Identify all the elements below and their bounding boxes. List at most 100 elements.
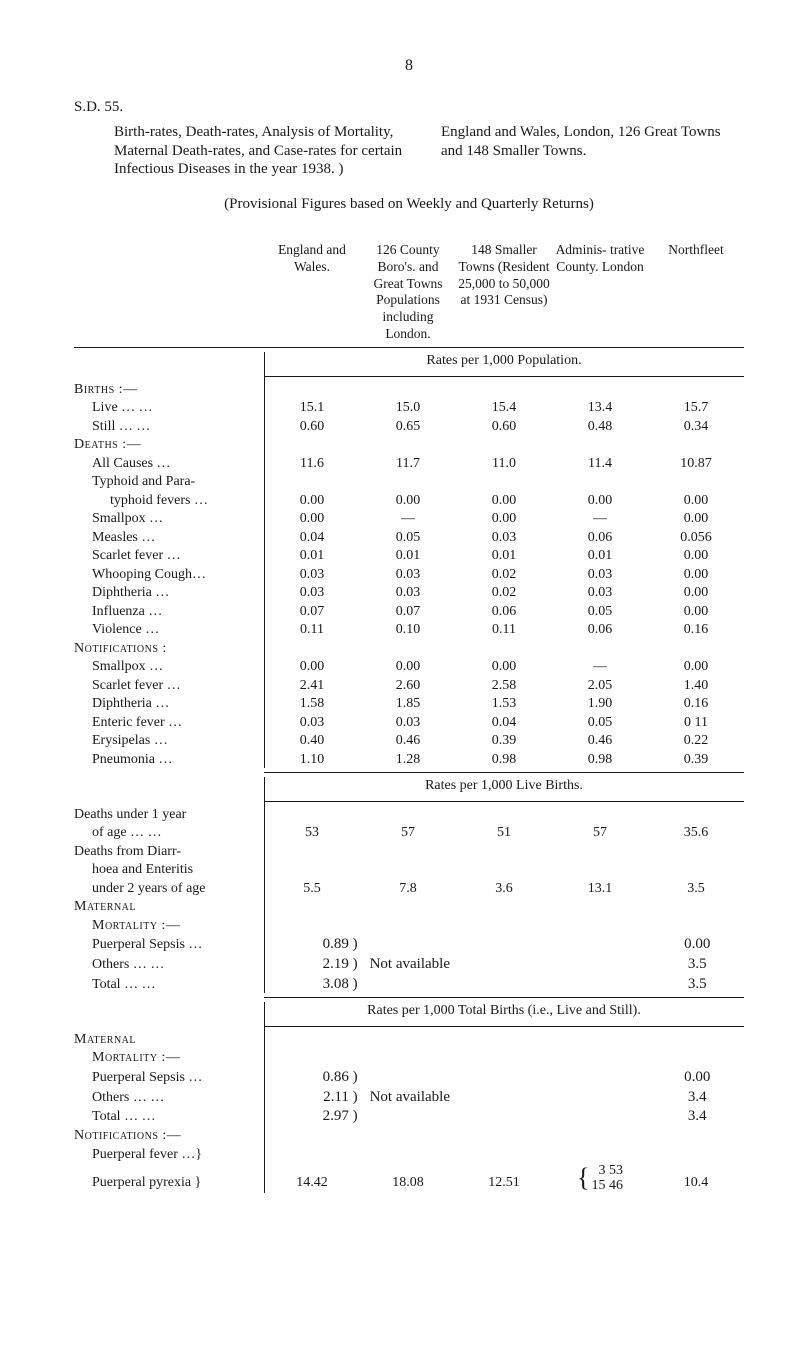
group-label: Births :— (74, 381, 264, 399)
cell: 0.06 (552, 529, 648, 547)
group-row: Mortality :— (74, 1049, 744, 1067)
cell: 10.4 (648, 1174, 744, 1192)
cell: — (360, 510, 456, 528)
group-label: Mortality :— (74, 1049, 264, 1067)
table-row: Puerperal fever …} (74, 1146, 744, 1164)
cell: 0.00 (648, 510, 744, 528)
row-label: Smallpox … (74, 658, 264, 676)
brace-icon: { (577, 1168, 591, 1189)
provisional-note: (Provisional Figures based on Weekly and… (74, 195, 744, 214)
row-label: Diphtheria … (74, 584, 264, 602)
cell: 0.98 (456, 751, 552, 769)
row-label: of age … … (74, 824, 264, 842)
cell: 0.07 (264, 603, 360, 621)
cell: 2.11 ) (264, 1088, 364, 1107)
page-number: 8 (74, 56, 744, 76)
cell: 1.58 (264, 695, 360, 713)
cell: 0.05 (552, 714, 648, 732)
cell: 0.00 (264, 492, 360, 510)
group-row: Births :— (74, 381, 744, 399)
cell: 0 11 (648, 714, 744, 732)
row-label: Scarlet fever … (74, 547, 264, 565)
cell: 0.00 (648, 547, 744, 565)
section-title-population: Rates per 1,000 Population. (264, 352, 744, 370)
cell: 0.03 (456, 529, 552, 547)
not-available: Not available (364, 1088, 651, 1107)
cell: 3.4 (650, 1088, 744, 1107)
table-row: Total … …3.08 )3.5 (74, 975, 744, 994)
cell: 0.98 (552, 751, 648, 769)
cell: 3.5 (648, 880, 744, 898)
table-row: Scarlet fever …0.010.010.010.010.00 (74, 547, 744, 565)
cell: 0.01 (264, 547, 360, 565)
cell: 0.40 (264, 732, 360, 750)
cell: 11.0 (456, 455, 552, 473)
cell: 35.6 (648, 824, 744, 842)
cell: 18.08 (360, 1174, 456, 1192)
cell: 0.16 (648, 695, 744, 713)
table-row: Scarlet fever …2.412.602.582.051.40 (74, 677, 744, 695)
cell: 0.00 (264, 658, 360, 676)
col-header-3: 148 Smaller Towns (Resident 25,000 to 50… (456, 242, 552, 343)
cell: — (552, 658, 648, 676)
row-label: Smallpox … (74, 510, 264, 528)
row-label: Puerperal Sepsis … (74, 1069, 264, 1087)
intro-left-paren: ) (339, 161, 344, 177)
cell: 0.16 (648, 621, 744, 639)
group-label: Deaths :— (74, 436, 264, 454)
cell: 0.03 (264, 584, 360, 602)
cell: 0.01 (360, 547, 456, 565)
table-row: Diphtheria …1.581.851.531.900.16 (74, 695, 744, 713)
not-available (364, 975, 651, 994)
row-label: Puerperal Sepsis … (74, 936, 264, 954)
row-label: Scarlet fever … (74, 677, 264, 695)
table-row: Measles …0.040.050.030.060.056 (74, 529, 744, 547)
cell: 0.03 (360, 566, 456, 584)
cell: 1.90 (552, 695, 648, 713)
cell: 0.46 (552, 732, 648, 750)
cell: 1.40 (648, 677, 744, 695)
cell: 0.03 (360, 584, 456, 602)
cell: 3.5 (650, 955, 744, 974)
cell: 0.05 (360, 529, 456, 547)
na-merge: 2.11 )Not available3.4 (264, 1088, 744, 1107)
cell: 2.60 (360, 677, 456, 695)
table-row: Others … …2.19 )Not available3.5 (74, 955, 744, 974)
cell: 0.39 (456, 732, 552, 750)
vline-population (264, 352, 265, 768)
cell: 0.00 (648, 584, 744, 602)
cell: 14.42 (264, 1174, 360, 1192)
rule-top (74, 347, 744, 348)
cell: 13.4 (552, 399, 648, 417)
row-label: under 2 years of age (74, 880, 264, 898)
intro-left: Birth-rates, Death-rates, Analysis of Mo… (114, 123, 429, 179)
row-label: Whooping Cough… (74, 566, 264, 584)
brace-wrap: {3 5315 46 (577, 1164, 623, 1193)
vline-total (264, 1002, 265, 1193)
group-row: Maternal (74, 1031, 744, 1049)
cell: 2.41 (264, 677, 360, 695)
cell: 0.86 ) (264, 1068, 364, 1087)
cell: 11.6 (264, 455, 360, 473)
cell: 13.1 (552, 880, 648, 898)
cell: 11.4 (552, 455, 648, 473)
cell: 0.00 (648, 658, 744, 676)
table-row: typhoid fevers …0.000.000.000.000.00 (74, 492, 744, 510)
cell: 1.28 (360, 751, 456, 769)
cell: 0.00 (648, 566, 744, 584)
row-label: Enteric fever … (74, 714, 264, 732)
cell: 3.5 (650, 975, 744, 994)
table-row: Puerperal pyrexia }14.4218.0812.51{3 531… (74, 1164, 744, 1193)
cell: 0.34 (648, 418, 744, 436)
cell: 0.65 (360, 418, 456, 436)
cell: 0.03 (264, 566, 360, 584)
row-label: Erysipelas … (74, 732, 264, 750)
cell: 0.00 (648, 492, 744, 510)
cell: 51 (456, 824, 552, 842)
cell: 0.00 (650, 935, 744, 954)
group-row: Notifications :— (74, 1127, 744, 1145)
na-merge: 2.19 )Not available3.5 (264, 955, 744, 974)
cell: 3.4 (650, 1107, 744, 1126)
row-label: Influenza … (74, 603, 264, 621)
row-label: Deaths under 1 year (74, 806, 264, 824)
